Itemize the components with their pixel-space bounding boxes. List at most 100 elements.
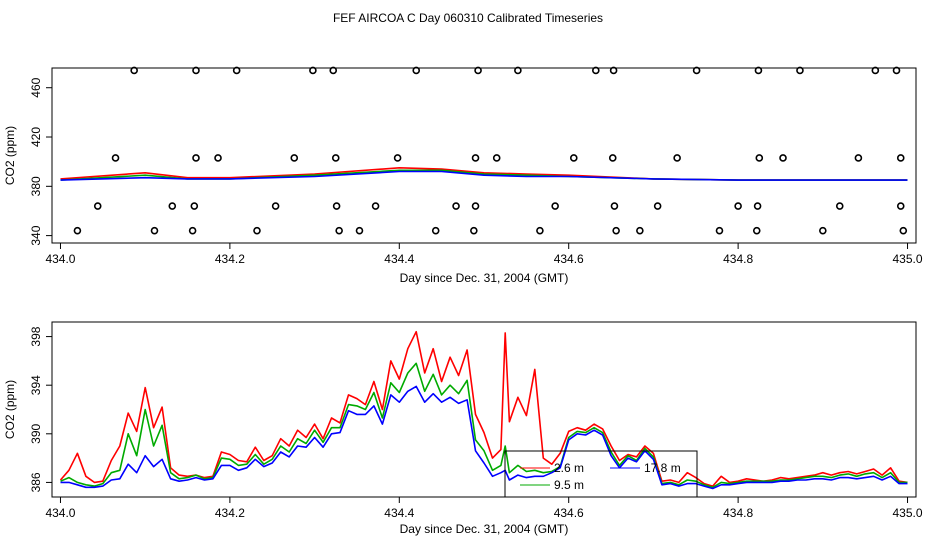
calibration-point — [332, 202, 341, 210]
calibration-point — [471, 154, 480, 162]
series-line-17-8-m — [60, 170, 908, 181]
x-tick-label: 434.6 — [554, 506, 584, 520]
calibration-point — [452, 202, 460, 210]
top-y-axis-label: CO2 (ppm) — [3, 126, 17, 185]
calibration-point — [612, 226, 620, 235]
x-tick-label: 434.4 — [384, 506, 414, 520]
calibration-point — [755, 154, 764, 162]
legend-label-17-8m: 17.8 m — [644, 461, 681, 475]
calibration-point — [819, 226, 827, 235]
calibration-point — [331, 154, 340, 162]
calibration-point — [271, 202, 280, 210]
y-tick-label: 380 — [29, 176, 43, 196]
calibration-point — [253, 226, 261, 235]
bottom-x-axis: 434.0 434.2 434.4 434.6 434.8 435.0 — [45, 497, 923, 520]
calibration-point — [329, 66, 338, 75]
x-tick-label: 434.2 — [215, 506, 245, 520]
calibration-point — [899, 226, 908, 235]
calibration-point — [734, 202, 742, 210]
calibration-point — [73, 226, 82, 235]
top-series-group — [60, 167, 908, 181]
y-tick-label: 398 — [29, 326, 43, 346]
calibration-point — [609, 66, 618, 75]
calibration-point — [393, 154, 402, 162]
calibration-point — [715, 226, 724, 235]
chart-title: FEF AIRCOA C Day 060310 Calibrated Times… — [333, 11, 603, 25]
calibration-point — [835, 202, 844, 210]
calibration-point — [188, 226, 197, 235]
x-tick-label: 434.2 — [215, 252, 245, 266]
calibration-point — [673, 154, 681, 162]
top-plot-frame — [51, 67, 917, 244]
legend-label-9-5m: 9.5 m — [554, 478, 584, 492]
y-tick-label: 460 — [29, 77, 43, 97]
calibration-point — [371, 202, 380, 210]
calibration-point — [536, 226, 544, 235]
calibration-point — [896, 202, 905, 210]
bottom-series-group — [59, 330, 908, 490]
y-tick-label: 390 — [29, 423, 43, 443]
calibration-point — [692, 66, 701, 75]
x-tick-label: 434.4 — [384, 252, 414, 266]
calibration-point — [592, 66, 600, 75]
calibration-point — [471, 202, 480, 210]
calibration-point — [753, 202, 762, 210]
calibration-point — [93, 202, 102, 210]
y-tick-label: 394 — [29, 375, 43, 395]
y-tick-label: 340 — [29, 225, 43, 245]
x-tick-label: 435.0 — [893, 506, 923, 520]
x-tick-label: 435.0 — [893, 252, 923, 266]
calibration-point — [551, 202, 559, 210]
legend-label-2-6m: 2.6 m — [554, 461, 584, 475]
calibration-point — [871, 66, 880, 75]
calibration-point — [636, 226, 644, 235]
calibration-point — [653, 202, 662, 210]
calibration-point — [610, 202, 619, 210]
calibration-point — [190, 202, 199, 210]
calibration-point — [796, 66, 804, 75]
calibration-point — [355, 226, 364, 235]
x-tick-label: 434.8 — [723, 252, 753, 266]
calibration-point — [150, 226, 159, 235]
calibration-point — [111, 154, 120, 162]
series-line-9-5-m — [60, 362, 908, 489]
x-tick-label: 434.8 — [723, 506, 753, 520]
x-tick-label: 434.0 — [45, 252, 75, 266]
x-tick-label: 434.0 — [45, 506, 75, 520]
top-calibration-points — [73, 66, 908, 235]
y-tick-label: 420 — [29, 127, 43, 147]
calibration-point — [335, 226, 343, 235]
calibration-point — [309, 66, 317, 75]
calibration-point — [130, 66, 138, 75]
calibration-point — [569, 154, 578, 162]
bottom-y-axis-label: CO2 (ppm) — [3, 380, 17, 439]
top-panel: 434.0 434.2 434.4 434.6 434.8 435.0 340 380 420… — [3, 66, 923, 285]
bottom-x-axis-label: Day since Dec. 31, 2004 (GMT) — [400, 522, 569, 536]
calibration-point — [290, 154, 299, 162]
calibration-point — [896, 154, 905, 162]
bottom-panel: 434.0 434.2 434.4 434.6 434.8 435.0 386 390 394… — [3, 321, 923, 536]
top-x-axis: 434.0 434.2 434.4 434.6 434.8 435.0 — [45, 243, 923, 266]
calibration-point — [431, 226, 440, 235]
bottom-plot-frame — [51, 321, 917, 498]
calibration-point — [412, 66, 421, 75]
calibration-point — [779, 154, 787, 162]
legend-box — [504, 450, 698, 498]
calibration-point — [214, 154, 222, 162]
legend: 2.6 m 17.8 m 9.5 m — [504, 450, 698, 498]
calibration-point — [752, 226, 761, 235]
top-y-axis: 340 380 420 460 — [29, 77, 52, 246]
calibration-point — [192, 154, 200, 162]
calibration-point — [470, 226, 478, 235]
top-x-axis-label: Day since Dec. 31, 2004 (GMT) — [400, 271, 569, 285]
calibration-point — [492, 154, 501, 162]
y-tick-label: 386 — [29, 472, 43, 492]
calibration-point — [754, 66, 763, 75]
calibration-point — [232, 66, 241, 75]
calibration-point — [892, 66, 901, 75]
calibration-point — [474, 66, 482, 75]
x-tick-label: 434.6 — [554, 252, 584, 266]
calibration-point — [514, 66, 522, 75]
bottom-y-axis: 386 390 394 398 — [29, 326, 52, 492]
